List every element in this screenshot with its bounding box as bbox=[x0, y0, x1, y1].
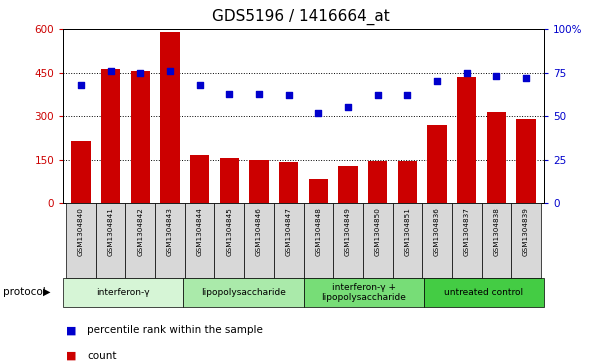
Text: protocol: protocol bbox=[3, 287, 46, 297]
Point bbox=[492, 73, 501, 79]
Bar bbox=[368, 161, 388, 203]
Point bbox=[165, 68, 175, 74]
Text: GSM1304845: GSM1304845 bbox=[227, 207, 233, 256]
Point bbox=[284, 92, 293, 98]
Text: GSM1304847: GSM1304847 bbox=[285, 207, 291, 256]
Bar bbox=[363, 203, 392, 278]
Text: lipopolysaccharide: lipopolysaccharide bbox=[201, 288, 286, 297]
Text: ■: ■ bbox=[66, 351, 76, 361]
Point bbox=[254, 91, 264, 97]
Text: interferon-γ: interferon-γ bbox=[96, 288, 150, 297]
Point bbox=[403, 92, 412, 98]
Point bbox=[106, 68, 115, 74]
Text: GSM1304838: GSM1304838 bbox=[493, 207, 499, 256]
Bar bbox=[244, 203, 274, 278]
Bar bbox=[304, 278, 424, 307]
Text: GSM1304837: GSM1304837 bbox=[464, 207, 470, 256]
Point bbox=[432, 78, 442, 84]
Bar bbox=[219, 158, 239, 203]
Bar bbox=[215, 203, 244, 278]
Bar bbox=[516, 119, 535, 203]
Bar bbox=[126, 203, 155, 278]
Bar bbox=[457, 77, 477, 203]
Bar bbox=[481, 203, 511, 278]
Bar bbox=[190, 155, 209, 203]
Bar bbox=[333, 203, 363, 278]
Point bbox=[373, 92, 382, 98]
Text: GSM1304850: GSM1304850 bbox=[374, 207, 380, 256]
Bar bbox=[274, 203, 304, 278]
Point bbox=[314, 110, 323, 115]
Text: GSM1304841: GSM1304841 bbox=[108, 207, 114, 256]
Bar bbox=[96, 203, 126, 278]
Point bbox=[225, 91, 234, 97]
Bar bbox=[304, 203, 333, 278]
Text: interferon-γ +
lipopolysaccharide: interferon-γ + lipopolysaccharide bbox=[321, 282, 406, 302]
Bar bbox=[101, 69, 120, 203]
Point bbox=[462, 70, 472, 76]
Text: GSM1304839: GSM1304839 bbox=[523, 207, 529, 256]
Bar bbox=[63, 278, 183, 307]
Bar bbox=[183, 278, 304, 307]
Text: ■: ■ bbox=[66, 325, 76, 335]
Text: GSM1304840: GSM1304840 bbox=[78, 207, 84, 256]
Bar bbox=[72, 141, 91, 203]
Bar bbox=[511, 203, 541, 278]
Bar bbox=[155, 203, 185, 278]
Bar bbox=[66, 203, 96, 278]
Point bbox=[521, 75, 531, 81]
Point bbox=[195, 82, 204, 88]
Text: GSM1304846: GSM1304846 bbox=[256, 207, 262, 256]
Bar bbox=[398, 161, 417, 203]
Text: GSM1304851: GSM1304851 bbox=[404, 207, 410, 256]
Bar bbox=[309, 179, 328, 203]
Bar bbox=[338, 166, 358, 203]
Bar bbox=[160, 32, 180, 203]
Bar bbox=[279, 162, 298, 203]
Text: GSM1304848: GSM1304848 bbox=[316, 207, 322, 256]
Bar bbox=[423, 203, 452, 278]
Text: GSM1304843: GSM1304843 bbox=[167, 207, 173, 256]
Text: GDS5196 / 1416664_at: GDS5196 / 1416664_at bbox=[212, 9, 389, 25]
Text: GSM1304842: GSM1304842 bbox=[137, 207, 143, 256]
Point bbox=[343, 105, 353, 110]
Point bbox=[76, 82, 86, 88]
Text: GSM1304836: GSM1304836 bbox=[434, 207, 440, 256]
Bar bbox=[427, 125, 447, 203]
Bar bbox=[487, 112, 506, 203]
Text: percentile rank within the sample: percentile rank within the sample bbox=[87, 325, 263, 335]
Bar bbox=[424, 278, 544, 307]
Bar bbox=[185, 203, 215, 278]
Text: count: count bbox=[87, 351, 117, 361]
Bar bbox=[130, 71, 150, 203]
Bar bbox=[249, 160, 269, 203]
Text: untreated control: untreated control bbox=[444, 288, 523, 297]
Text: ▶: ▶ bbox=[43, 287, 50, 297]
Point bbox=[135, 70, 145, 76]
Bar bbox=[452, 203, 481, 278]
Text: GSM1304849: GSM1304849 bbox=[345, 207, 351, 256]
Bar bbox=[392, 203, 423, 278]
Text: GSM1304844: GSM1304844 bbox=[197, 207, 203, 256]
